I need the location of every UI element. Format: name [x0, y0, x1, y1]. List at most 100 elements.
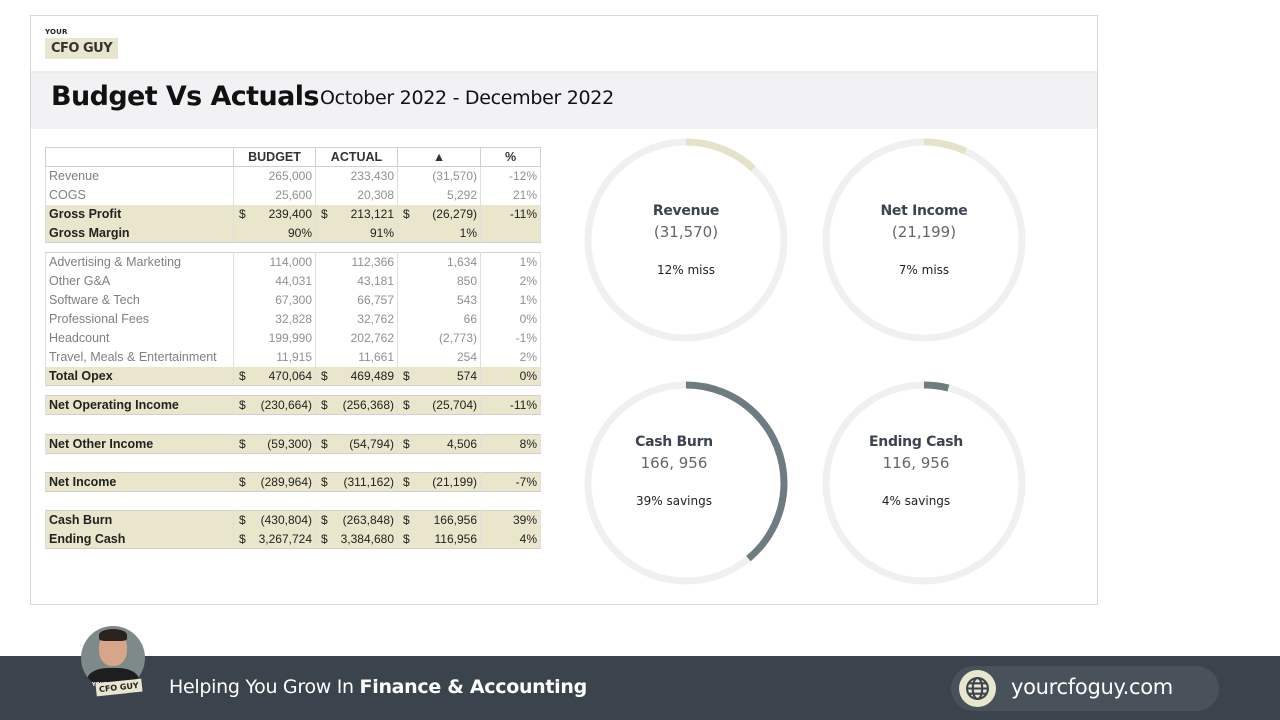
budget-cell: 67,300	[233, 290, 316, 310]
table-row-other-ga: Other G&A 44,031 43,181 850 2%	[45, 271, 541, 291]
row-label: Cash Burn	[45, 510, 234, 530]
gauge-ring	[584, 381, 788, 585]
table-row-cogs: COGS 25,600 20,308 5,292 21%	[45, 185, 541, 205]
website-text[interactable]: yourcfoguy.com	[1011, 675, 1173, 699]
brand-logo: YOUR CFO GUY	[45, 28, 119, 59]
row-label: Gross Profit	[45, 204, 234, 224]
gauge-title: Ending Cash	[869, 434, 963, 450]
budget-cell: $ (230,664)	[233, 395, 316, 415]
currency-symbol: $	[321, 475, 328, 489]
pct-cell: 39%	[480, 510, 541, 530]
budget-cell: 32,828	[233, 309, 316, 329]
table-row-headcount: Headcount 199,990 202,762 (2,773) -1%	[45, 328, 541, 348]
delta-cell: $166,956	[397, 510, 481, 530]
budget-cell: 90%	[233, 223, 316, 243]
row-label: Revenue	[45, 166, 234, 186]
logo-name: CFO GUY	[45, 38, 119, 59]
footer-tagline: Helping You Grow In Finance & Accounting	[169, 676, 587, 698]
table-row-revenue: Revenue 265,000 233,430 (31,570) -12%	[45, 166, 541, 186]
currency-symbol: $	[321, 368, 328, 383]
budget-vs-actuals-table: BUDGET ACTUAL ▲ % Revenue 265,000 233,43…	[45, 147, 541, 549]
actual-cell: $ (311,162)	[315, 472, 398, 492]
budget-cell: $ (59,300)	[233, 434, 316, 454]
gauge-note: 4% savings	[881, 494, 951, 508]
pct-cell: 1%	[480, 290, 541, 310]
delta-cell: $116,956	[397, 529, 481, 549]
currency-symbol: $	[403, 368, 410, 383]
currency-symbol: $	[321, 437, 328, 451]
gauge-title: Cash Burn	[635, 434, 713, 450]
row-label: Net Income	[45, 472, 234, 492]
delta-cell: 850	[397, 271, 481, 291]
pct-cell: -1%	[480, 328, 541, 348]
pct-cell: -11%	[480, 204, 541, 224]
title-band: Budget Vs Actuals October 2022 - Decembe…	[31, 71, 1097, 129]
pct-cell: 2%	[480, 347, 541, 367]
gauge-note: 7% miss	[898, 263, 950, 277]
table-row-gross-margin: Gross Margin 90% 91% 1%	[45, 223, 541, 243]
row-label: Other G&A	[45, 271, 234, 291]
budget-cell: 265,000	[233, 166, 316, 186]
currency-symbol: $	[239, 513, 246, 528]
row-label: Professional Fees	[45, 309, 234, 329]
table-row-ending-cash: Ending Cash $3,267,724 $3,384,680 $116,9…	[45, 529, 541, 549]
pct-cell: 2%	[480, 271, 541, 291]
currency-symbol: $	[403, 398, 410, 412]
period-subtitle: October 2022 - December 2022	[320, 87, 614, 109]
delta-cell: $ (25,704)	[397, 395, 481, 415]
row-label: Ending Cash	[45, 529, 234, 549]
table-row-professional-fees: Professional Fees 32,828 32,762 66 0%	[45, 309, 541, 329]
delta-cell: $574	[397, 366, 481, 386]
pct-cell: 8%	[480, 434, 541, 454]
gauge-cash-burn: Cash Burn 166, 956 39% savings	[583, 380, 793, 590]
gauge-ring	[822, 381, 1026, 585]
budget-cell: 25,600	[233, 185, 316, 205]
delta-cell: 5,292	[397, 185, 481, 205]
actual-cell: 20,308	[315, 185, 398, 205]
column-header-label	[45, 147, 234, 167]
table-row-advertising: Advertising & Marketing 114,000 112,366 …	[45, 252, 541, 272]
actual-cell: 233,430	[315, 166, 398, 186]
table-row-software: Software & Tech 67,300 66,757 543 1%	[45, 290, 541, 310]
delta-cell: (31,570)	[397, 166, 481, 186]
actual-cell: 202,762	[315, 328, 398, 348]
column-header-budget: BUDGET	[233, 147, 316, 167]
row-label: Headcount	[45, 328, 234, 348]
currency-symbol: $	[321, 531, 328, 546]
budget-cell: $239,400	[233, 204, 316, 224]
gauge-ring	[584, 138, 788, 342]
row-label: Gross Margin	[45, 223, 234, 243]
gauge-value: 166, 956	[640, 454, 708, 472]
gauge-ring	[822, 138, 1026, 342]
currency-symbol: $	[321, 207, 328, 221]
actual-cell: 43,181	[315, 271, 398, 291]
row-label: Software & Tech	[45, 290, 234, 310]
currency-symbol: $	[239, 398, 246, 412]
pct-cell: 4%	[480, 529, 541, 549]
budget-cell: 114,000	[233, 252, 316, 272]
page-title: Budget Vs Actuals	[51, 81, 319, 112]
currency-symbol: $	[239, 437, 246, 451]
actual-cell: $3,384,680	[315, 529, 398, 549]
row-label: Travel, Meals & Entertainment	[45, 347, 234, 367]
gauge-title: Net Income	[880, 203, 968, 219]
pct-cell: -12%	[480, 166, 541, 186]
gauge-value: 116, 956	[882, 454, 950, 472]
table-row-net-income: Net Income $ (289,964) $ (311,162) $ (21,19…	[45, 472, 541, 492]
actual-cell: 112,366	[315, 252, 398, 272]
delta-cell: 1,634	[397, 252, 481, 272]
row-label: Advertising & Marketing	[45, 252, 234, 272]
gauge-net-income: Net Income (21,199) 7% miss	[821, 137, 1031, 347]
pct-cell: -11%	[480, 395, 541, 415]
currency-symbol: $	[239, 475, 246, 489]
currency-symbol: $	[321, 398, 328, 412]
row-label: Net Other Income	[45, 434, 234, 454]
actual-cell: $ (54,794)	[315, 434, 398, 454]
gauge-ending-cash: Ending Cash 116, 956 4% savings	[821, 380, 1031, 590]
column-header-delta: ▲	[397, 147, 481, 167]
currency-symbol: $	[403, 513, 410, 528]
currency-symbol: $	[239, 368, 246, 383]
table-row-net-operating-income: Net Operating Income $ (230,664) $ (256,36…	[45, 395, 541, 415]
budget-cell: 11,915	[233, 347, 316, 367]
globe-icon	[959, 670, 996, 707]
